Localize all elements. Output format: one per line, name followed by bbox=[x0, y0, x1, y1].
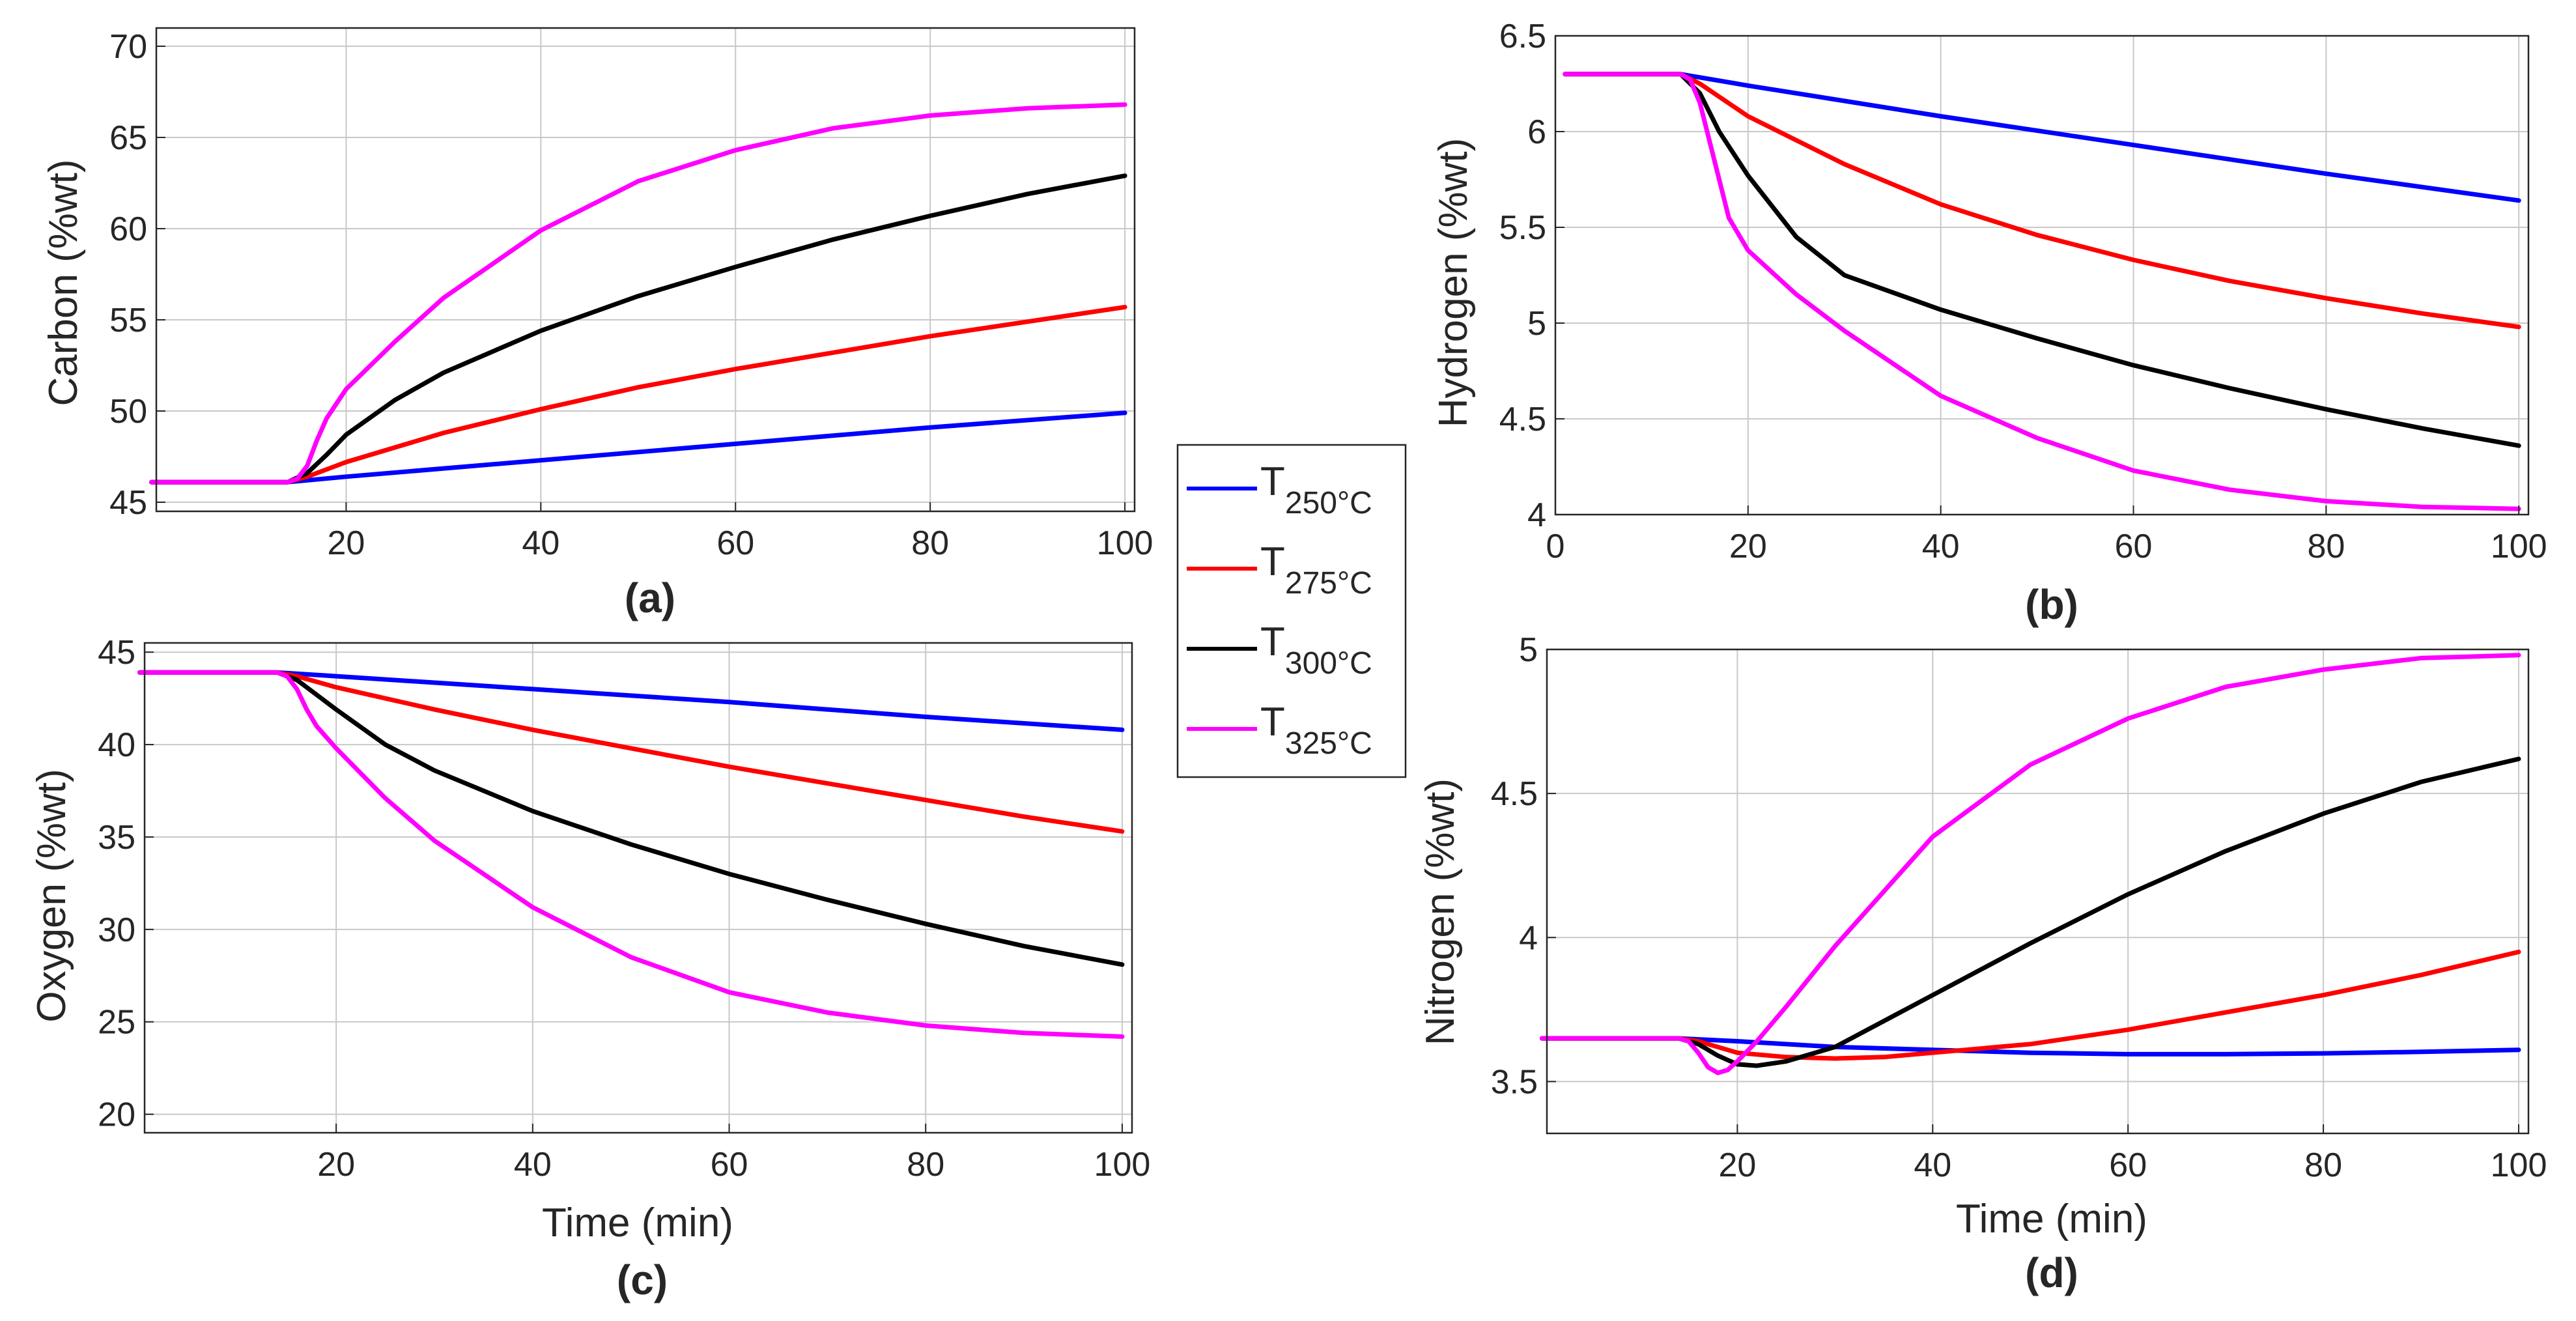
x-tick-label: 40 bbox=[1914, 1146, 1951, 1184]
x-tick-label: 60 bbox=[2109, 1146, 2147, 1184]
axes-frame-c bbox=[143, 642, 1133, 1134]
x-tick-label: 100 bbox=[2491, 1146, 2547, 1184]
panel-c-xlabel: Time (min) bbox=[542, 1200, 733, 1245]
series-line-c-325 bbox=[137, 670, 1125, 1039]
panel-d-xlabel: Time (min) bbox=[1956, 1197, 2147, 1242]
series-line-c-300 bbox=[137, 670, 1125, 967]
axes-a: 20 40 60 80 100 45 50 55 60 65 70 bbox=[109, 27, 1154, 562]
series-line-d-275 bbox=[1540, 949, 2521, 1061]
y-tick-label: 35 bbox=[98, 819, 135, 857]
panel-d-ylabel: Nitrogen (%wt) bbox=[1418, 778, 1463, 1045]
x-tick-label: 80 bbox=[2307, 528, 2345, 565]
legend-entry-275: T275°C bbox=[1187, 539, 1372, 601]
series-line-b-275 bbox=[1563, 72, 2521, 330]
panel-c: Oxygen (%wt) Time (min) (c) bbox=[29, 769, 733, 1303]
panel-d: Nitrogen (%wt) Time (min) (d) bbox=[1418, 778, 2147, 1296]
panel-b-ylabel: Hydrogen (%wt) bbox=[1431, 138, 1476, 427]
series-line-a-325 bbox=[149, 102, 1127, 485]
y-tick-label: 30 bbox=[98, 911, 135, 949]
y-tick-label: 4 bbox=[1519, 919, 1538, 957]
grid-c bbox=[145, 643, 1132, 1133]
legend: T250°C T275°C T300°C T325°C bbox=[1176, 444, 1407, 778]
x-tick-label: 40 bbox=[522, 524, 559, 562]
x-tick-label: 0 bbox=[1546, 528, 1565, 565]
y-tick-label: 5.5 bbox=[1499, 209, 1546, 247]
panel-d-label: (d) bbox=[2025, 1249, 2078, 1296]
axes-b: 0 20 40 60 80 100 4 4.5 5 5.5 6 6.5 bbox=[1499, 18, 2547, 565]
y-tick-label: 65 bbox=[109, 119, 147, 157]
x-tick-label: 100 bbox=[1094, 1146, 1151, 1184]
y-tick-label: 45 bbox=[98, 634, 135, 672]
y-tick-label: 6 bbox=[1527, 113, 1546, 151]
y-tick-label: 20 bbox=[98, 1096, 135, 1134]
series-line-c-275 bbox=[137, 670, 1125, 834]
series-line-b-300 bbox=[1563, 72, 2521, 448]
grid-a bbox=[156, 28, 1135, 511]
legend-label-275: T275°C bbox=[1260, 539, 1372, 601]
y-tick-label: 70 bbox=[109, 28, 147, 66]
y-tick-label: 40 bbox=[98, 726, 135, 764]
x-tick-label: 40 bbox=[514, 1146, 552, 1184]
x-tick-label: 60 bbox=[716, 524, 754, 562]
panel-b-label: (b) bbox=[2025, 581, 2078, 628]
legend-entry-325: T325°C bbox=[1187, 700, 1372, 761]
panel-c-ylabel: Oxygen (%wt) bbox=[29, 769, 74, 1022]
series-line-b-325 bbox=[1563, 72, 2521, 511]
panel-a-label: (a) bbox=[625, 575, 675, 621]
legend-label-250: T250°C bbox=[1260, 459, 1372, 520]
y-tick-label: 60 bbox=[109, 210, 147, 248]
y-tick-label: 25 bbox=[98, 1004, 135, 1042]
x-tick-label: 100 bbox=[1097, 524, 1154, 562]
axes-d: 20 40 60 80 100 3.5 4 4.5 5 bbox=[1491, 631, 2547, 1184]
y-tick-label: 55 bbox=[109, 302, 147, 339]
axes-frame-d bbox=[1546, 648, 2530, 1135]
x-tick-label: 80 bbox=[911, 524, 949, 562]
axes-frame-b bbox=[1554, 35, 2530, 516]
x-tick-label: 80 bbox=[2304, 1146, 2342, 1184]
legend-box bbox=[1176, 444, 1407, 778]
x-tick-label: 20 bbox=[1718, 1146, 1756, 1184]
x-tick-label: 80 bbox=[907, 1146, 944, 1184]
y-tick-label: 6.5 bbox=[1499, 18, 1546, 55]
x-tick-label: 60 bbox=[2115, 528, 2153, 565]
series-line-a-275 bbox=[149, 304, 1127, 485]
y-tick-label: 4 bbox=[1527, 496, 1546, 534]
series-line-a-300 bbox=[149, 173, 1127, 485]
series-line-d-300 bbox=[1540, 756, 2521, 1068]
panel-a-ylabel: Carbon (%wt) bbox=[41, 160, 86, 406]
x-tick-label: 100 bbox=[2491, 528, 2547, 565]
panel-c-label: (c) bbox=[617, 1257, 668, 1303]
x-tick-label: 20 bbox=[317, 1146, 355, 1184]
y-tick-label: 50 bbox=[109, 393, 147, 431]
y-tick-label: 45 bbox=[109, 484, 147, 522]
legend-entry-300: T300°C bbox=[1187, 619, 1372, 681]
panel-b: Hydrogen (%wt) (b) bbox=[1431, 138, 2078, 628]
y-tick-label: 5 bbox=[1527, 305, 1546, 343]
y-tick-label: 4.5 bbox=[1491, 775, 1538, 813]
panel-a: Carbon (%wt) (a) bbox=[41, 160, 675, 622]
series-line-d-325 bbox=[1540, 653, 2521, 1075]
y-tick-label: 4.5 bbox=[1499, 401, 1546, 438]
x-tick-label: 40 bbox=[1922, 528, 1960, 565]
x-tick-label: 20 bbox=[1729, 528, 1767, 565]
y-tick-label: 5 bbox=[1519, 631, 1538, 669]
legend-entry-250: T250°C bbox=[1187, 459, 1372, 520]
legend-label-300: T300°C bbox=[1260, 619, 1372, 681]
axes-c: 20 40 60 80 100 20 25 30 35 40 45 bbox=[98, 634, 1150, 1184]
legend-label-325: T325°C bbox=[1260, 700, 1372, 761]
series-line-d-250 bbox=[1540, 1036, 2521, 1057]
x-tick-label: 60 bbox=[711, 1146, 748, 1184]
x-tick-label: 20 bbox=[328, 524, 365, 562]
y-tick-label: 3.5 bbox=[1491, 1063, 1538, 1101]
axes-frame-a bbox=[155, 27, 1136, 513]
